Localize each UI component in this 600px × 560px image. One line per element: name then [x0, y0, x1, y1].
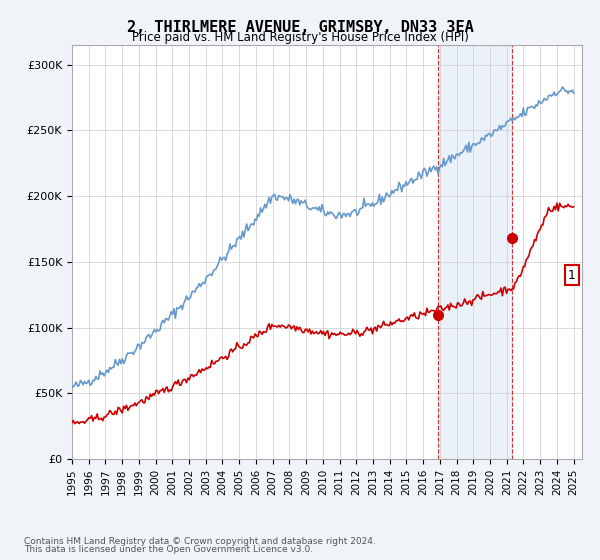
- Text: Contains HM Land Registry data © Crown copyright and database right 2024.: Contains HM Land Registry data © Crown c…: [24, 537, 376, 546]
- Text: Price paid vs. HM Land Registry's House Price Index (HPI): Price paid vs. HM Land Registry's House …: [131, 31, 469, 44]
- Text: This data is licensed under the Open Government Licence v3.0.: This data is licensed under the Open Gov…: [24, 545, 313, 554]
- Text: 2, THIRLMERE AVENUE, GRIMSBY, DN33 3EA: 2, THIRLMERE AVENUE, GRIMSBY, DN33 3EA: [127, 20, 473, 35]
- Text: 1: 1: [568, 269, 576, 282]
- Bar: [438, 45, 512, 459]
